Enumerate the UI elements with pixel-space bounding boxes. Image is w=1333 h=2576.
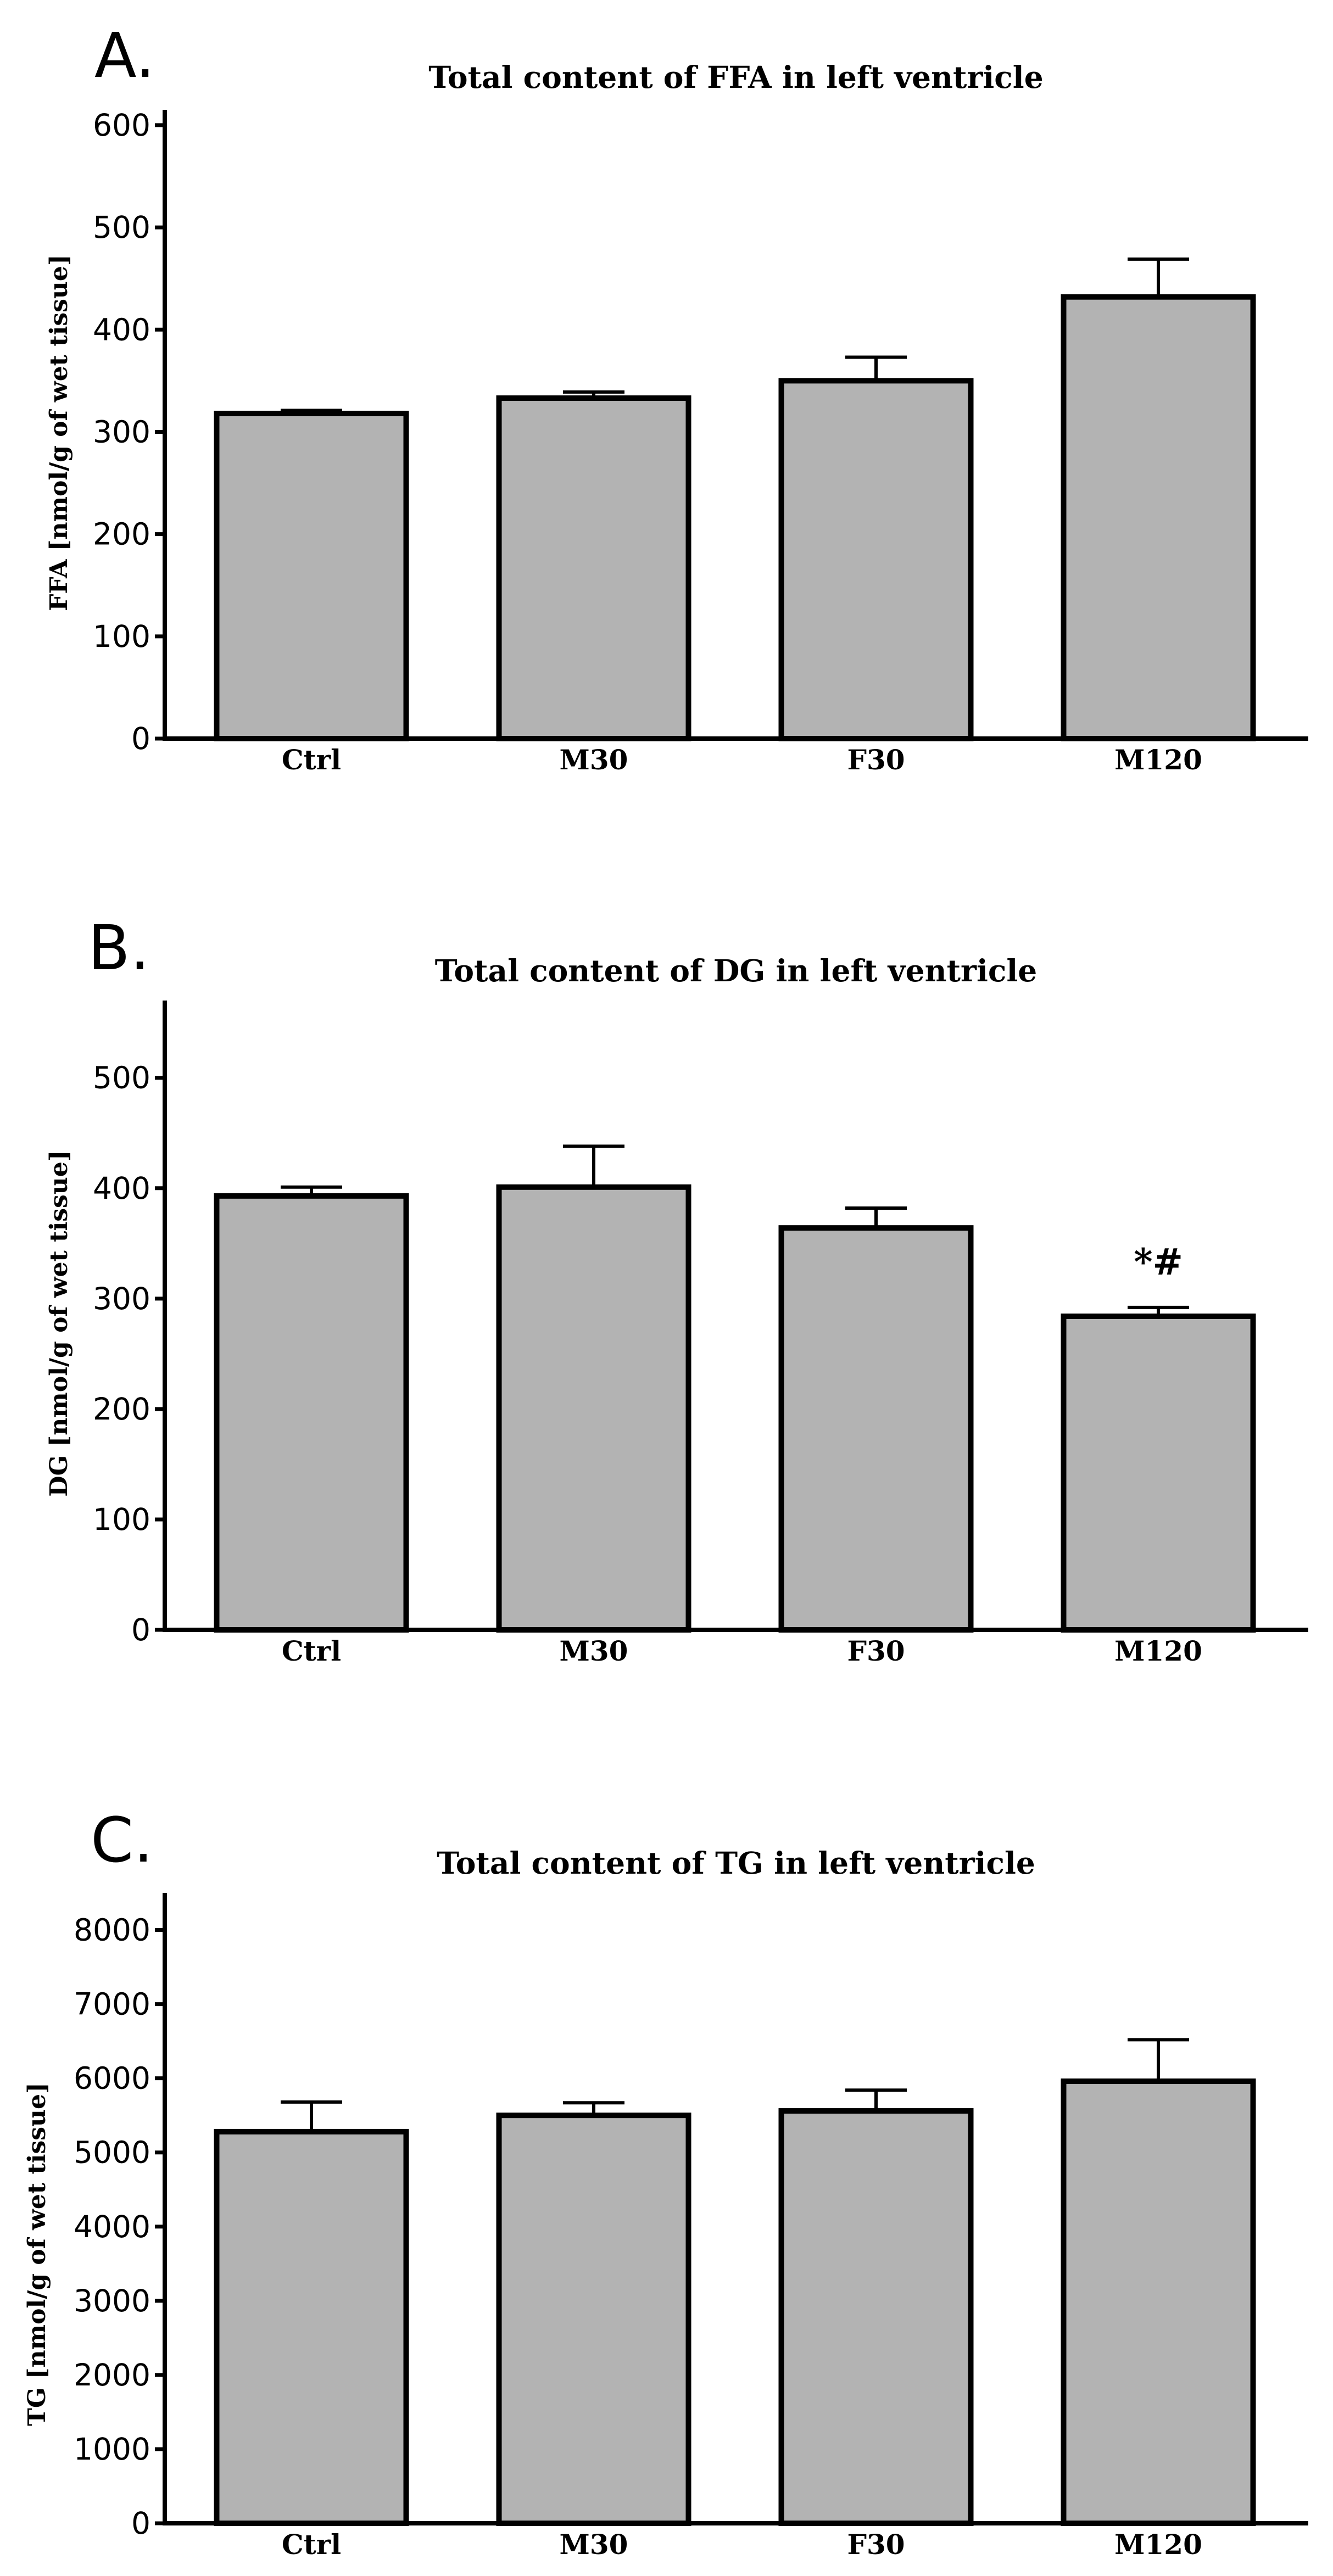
x-tick-label: M120 <box>1114 2528 1202 2561</box>
x-tick-label: M30 <box>560 2528 628 2561</box>
y-tick-label: 300 <box>93 1281 150 1316</box>
y-axis-label: FFA [nmol/g of wet tissue] <box>45 254 73 611</box>
y-tick-label: 0 <box>131 2506 150 2541</box>
x-tick-label: F30 <box>847 1635 905 1667</box>
y-axis-label: TG [nmol/g of wet tissue] <box>23 2082 51 2426</box>
y-tick-label: 0 <box>131 1612 150 1647</box>
chart-title: Total content of DG in left ventricle <box>435 953 1038 988</box>
bar-m120 <box>1061 294 1256 741</box>
y-tick-label: 300 <box>93 414 150 449</box>
significance-annotation: *# <box>1134 1240 1183 1283</box>
y-tick-label: 5000 <box>74 2135 150 2170</box>
panel-letter: A. <box>94 20 155 92</box>
chart-marks: 0 100 200 300 400 500 Ctrl M30 F30 M120 *# <box>93 1001 1308 1667</box>
chart-panel-a: A. Total content of FFA in left ventricl… <box>45 20 1308 776</box>
bar-ctrl <box>214 2128 409 2526</box>
y-tick-label: 7000 <box>74 1987 150 2022</box>
y-tick-label: 200 <box>93 517 150 552</box>
y-tick-label: 100 <box>93 619 150 654</box>
bar-m120 <box>1061 2078 1256 2526</box>
x-tick-label: M30 <box>560 744 628 776</box>
y-tick-label: 2000 <box>74 2357 150 2393</box>
y-tick-label: 400 <box>93 312 150 347</box>
x-tick-label: F30 <box>847 744 905 776</box>
bar-f30 <box>778 2108 974 2527</box>
y-tick-label: 200 <box>93 1392 150 1427</box>
y-tick-label: 500 <box>93 1060 150 1096</box>
chart-title: Total content of FFA in left ventricle <box>428 59 1043 95</box>
chart-panel-b: B. Total content of DG in left ventricle… <box>45 913 1308 1667</box>
y-tick-label: 3000 <box>74 2283 150 2318</box>
bar-f30 <box>778 1225 974 1633</box>
bar-m30 <box>496 395 691 741</box>
chart-panel-c: C. Total content of TG in left ventricle… <box>23 1805 1308 2561</box>
y-tick-label: 500 <box>93 210 150 245</box>
chart-marks: 0 100 200 300 400 500 600 Ctrl M30 F30 M120 <box>93 108 1308 776</box>
bar-ctrl <box>214 1193 409 1633</box>
x-tick-label: M30 <box>560 1635 628 1667</box>
bar-m120 <box>1061 1314 1256 1633</box>
x-tick-label: F30 <box>847 2528 905 2561</box>
bar-ctrl <box>214 410 409 741</box>
y-tick-label: 6000 <box>74 2061 150 2096</box>
chart-title: Total content of TG in left ventricle <box>437 1845 1035 1881</box>
chart-marks: 0 1000 2000 3000 4000 5000 6000 7000 8000 Ctrl M30… <box>74 1893 1308 2561</box>
panel-letter: C. <box>91 1805 153 1876</box>
y-tick-label: 400 <box>93 1171 150 1206</box>
y-tick-label: 600 <box>93 108 150 143</box>
x-tick-label: M120 <box>1114 744 1202 776</box>
y-tick-label: 4000 <box>74 2209 150 2244</box>
y-tick-label: 1000 <box>74 2432 150 2467</box>
bar-m30 <box>496 2113 691 2527</box>
bar-f30 <box>778 378 974 741</box>
x-tick-label: Ctrl <box>282 1635 341 1667</box>
panel-letter: B. <box>88 913 149 984</box>
bar-m30 <box>496 1184 691 1633</box>
y-tick-label: 100 <box>93 1502 150 1537</box>
y-axis-label: DG [nmol/g of wet tissue] <box>45 1150 73 1496</box>
y-tick-label: 8000 <box>74 1913 150 1948</box>
x-tick-label: M120 <box>1114 1635 1202 1667</box>
x-tick-label: Ctrl <box>282 2528 341 2561</box>
x-tick-label: Ctrl <box>282 744 341 776</box>
y-tick-label: 0 <box>131 721 150 756</box>
